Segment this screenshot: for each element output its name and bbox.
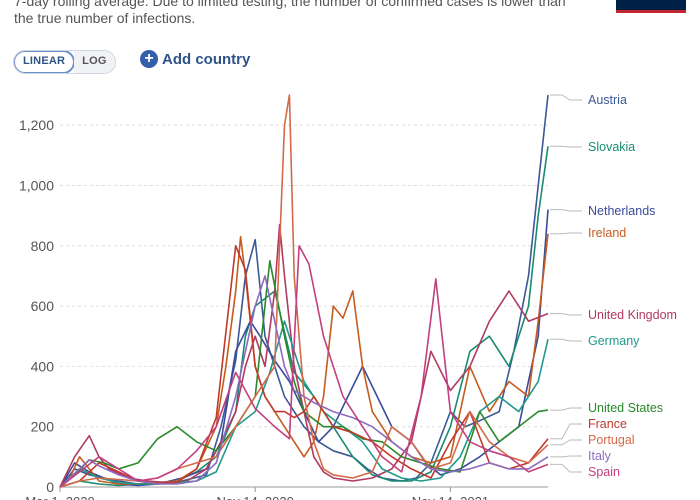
y-tick-label: 600 xyxy=(31,298,55,314)
legend-label-united-kingdom[interactable]: United Kingdom xyxy=(588,308,677,322)
x-tick-label: Nov 14, 2021 xyxy=(412,494,489,500)
series-line-united-states[interactable] xyxy=(59,260,549,488)
series-line-germany[interactable] xyxy=(59,320,549,488)
linear-scale-button[interactable]: LINEAR xyxy=(13,51,76,73)
legend-label-italy[interactable]: Italy xyxy=(588,449,612,463)
legend-connector xyxy=(550,463,582,473)
y-tick-label: 1,200 xyxy=(19,117,54,133)
publisher-logo xyxy=(616,0,686,13)
legend-connector xyxy=(550,455,582,458)
series-line-ireland[interactable] xyxy=(59,233,549,488)
legend-connector xyxy=(550,338,582,342)
y-tick-label: 200 xyxy=(31,419,55,435)
chart-subtitle: 7-day rolling average. Due to limited te… xyxy=(14,0,566,26)
legend-connector xyxy=(550,439,582,446)
legend-label-france[interactable]: France xyxy=(588,417,627,431)
legend-label-ireland[interactable]: Ireland xyxy=(588,226,626,240)
y-tick-label: 0 xyxy=(46,479,54,495)
legend-label-spain[interactable]: Spain xyxy=(588,465,620,479)
legend: Austria Slovakia Netherlands Ireland United … xyxy=(550,93,677,479)
legend-connector xyxy=(550,145,582,148)
legend-connector xyxy=(550,423,582,440)
legend-connector xyxy=(550,313,582,316)
legend-connector xyxy=(550,232,582,235)
series-line-united-kingdom[interactable] xyxy=(59,223,549,488)
y-tick-label: 400 xyxy=(31,358,55,374)
legend-label-slovakia[interactable]: Slovakia xyxy=(588,140,635,154)
legend-label-netherlands[interactable]: Netherlands xyxy=(588,204,655,218)
x-tick-label: Nov 14, 2020 xyxy=(217,494,294,500)
y-tick-label: 800 xyxy=(31,238,55,254)
add-country-label: Add country xyxy=(162,50,251,68)
legend-label-germany[interactable]: Germany xyxy=(588,334,640,348)
series-line-slovakia[interactable] xyxy=(59,146,549,488)
add-country-button[interactable]: + Add country xyxy=(140,50,250,68)
y-axis: 0 200 400 600 800 1,000 1,200 xyxy=(19,117,54,495)
x-axis: Mar 1, 2020 Nov 14, 2020 Nov 14, 2021 xyxy=(25,487,489,500)
gridlines xyxy=(60,124,548,488)
scale-toggle[interactable]: LINEAR LOG xyxy=(13,50,116,74)
series-line-spain[interactable] xyxy=(59,245,549,488)
legend-connector xyxy=(550,209,582,212)
legend-connector xyxy=(550,94,582,101)
x-tick-label: Mar 1, 2020 xyxy=(25,494,94,500)
log-scale-button[interactable]: LOG xyxy=(74,51,115,73)
plus-icon: + xyxy=(140,50,158,68)
legend-label-austria[interactable]: Austria xyxy=(588,93,627,107)
legend-connector xyxy=(550,407,582,411)
y-tick-label: 1,000 xyxy=(19,177,54,193)
series-lines xyxy=(59,94,549,488)
series-line-italy[interactable] xyxy=(59,275,549,488)
legend-label-portugal[interactable]: Portugal xyxy=(588,433,635,447)
legend-label-united-states[interactable]: United States xyxy=(588,401,663,415)
